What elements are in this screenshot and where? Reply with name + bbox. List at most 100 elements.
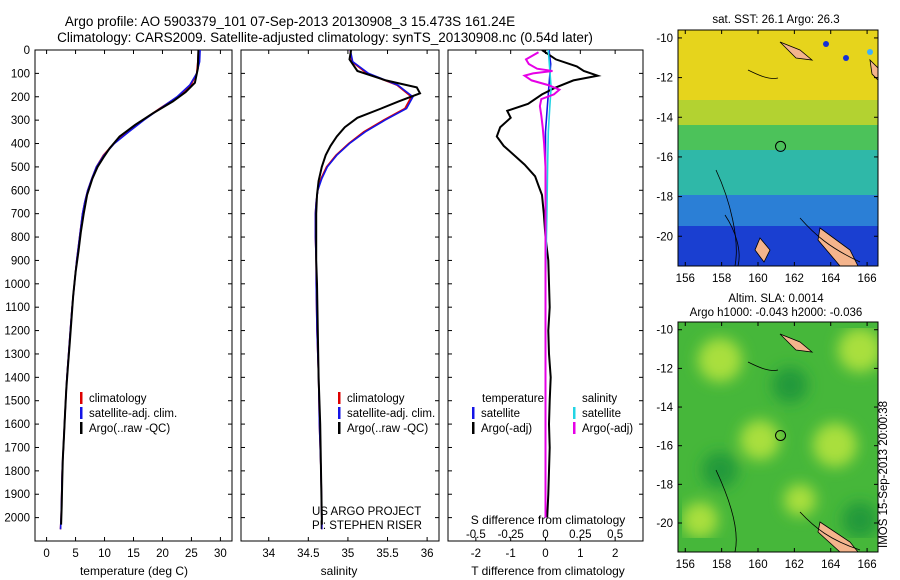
legend-label: satellite-adj. clim. bbox=[89, 408, 177, 420]
sst-pixel bbox=[867, 49, 873, 55]
temperature-axis-ticks: 0100200300400500600700800900100011001200… bbox=[4, 45, 232, 560]
map-y-tick-label: -18 bbox=[656, 192, 673, 204]
series-line-climatology bbox=[314, 50, 413, 530]
map-x-tick-label: 164 bbox=[821, 273, 841, 285]
depth-tick-label: 400 bbox=[11, 139, 30, 151]
map-x-tick-label: 162 bbox=[785, 273, 804, 285]
legend-label: Argo(-adj) bbox=[481, 423, 532, 435]
sla-map-ticks: 156 158 160 162 164 166 -10 -12 -14 -16 -18 -20 bbox=[656, 322, 878, 571]
legend-header-temperature: temperature bbox=[482, 393, 544, 405]
salinity-diff-tick-label: -0.25 bbox=[498, 529, 524, 541]
series-line-argo-adj bbox=[522, 51, 562, 518]
sla-high-blob bbox=[838, 328, 878, 372]
series-line-satellite-adj-clim bbox=[59, 50, 201, 530]
legend-swatch bbox=[472, 422, 475, 434]
map-x-tick-label: 166 bbox=[857, 559, 876, 571]
depth-tick-label: 1900 bbox=[4, 489, 30, 501]
depth-tick-label: 900 bbox=[11, 255, 30, 267]
depth-tick-label: 1000 bbox=[4, 279, 30, 291]
legend-swatch bbox=[573, 422, 576, 434]
depth-tick-label: 1400 bbox=[4, 372, 30, 384]
legend-swatch bbox=[573, 407, 576, 419]
legend-label: Argo(..raw -QC) bbox=[89, 423, 170, 435]
x-tick-label: 20 bbox=[156, 548, 169, 560]
sla-map-title: Altim. SLA: 0.0014 bbox=[728, 293, 824, 305]
map-x-tick-label: 160 bbox=[748, 559, 767, 571]
map-y-tick-label: -16 bbox=[656, 152, 673, 164]
sla-high-blob bbox=[784, 484, 816, 516]
bathymetry-contour bbox=[799, 511, 861, 551]
map-x-tick-label: 162 bbox=[785, 559, 804, 571]
depth-tick-label: 200 bbox=[11, 92, 30, 104]
sla-low-blob bbox=[702, 452, 738, 488]
sla-high-blob bbox=[813, 423, 857, 467]
legend-swatch bbox=[80, 392, 83, 404]
depth-tick-label: 1800 bbox=[4, 466, 30, 478]
legend-label: satellite bbox=[481, 408, 520, 420]
x-tick-label: 36 bbox=[421, 548, 434, 560]
sla-map-subtitle: Argo h1000: -0.043 h2000: -0.036 bbox=[690, 307, 863, 319]
salinity-diff-tick-label: 0.5 bbox=[607, 529, 623, 541]
x-tick-label: 25 bbox=[185, 548, 198, 560]
sst-warm-band bbox=[678, 30, 878, 110]
temperature-x-label: temperature (deg C) bbox=[80, 564, 188, 578]
salinity-lines bbox=[314, 50, 422, 530]
x-tick-label: 0 bbox=[43, 548, 49, 560]
legend-swatch bbox=[80, 407, 83, 419]
project-annotation: US ARGO PROJECT bbox=[312, 506, 421, 518]
legend-swatch bbox=[338, 422, 341, 434]
timestamp-stamp: IMOS 15-Sep-2013 20:00:38 bbox=[878, 400, 890, 548]
difference-axis-ticks: -2 -1 0 1 2 -0.5 -0.25 0 0.25 0.5 bbox=[448, 49, 643, 560]
legend-swatch bbox=[338, 407, 341, 419]
x-tick-label: 30 bbox=[214, 548, 227, 560]
x-tick-label: 0 bbox=[542, 548, 548, 560]
depth-tick-label: 2000 bbox=[4, 513, 30, 525]
salinity-plot-frame bbox=[240, 49, 440, 542]
map-y-tick-label: -14 bbox=[656, 112, 673, 124]
series-line-argo-raw-qc bbox=[315, 50, 422, 525]
map-x-tick-label: 156 bbox=[676, 273, 695, 285]
salinity-diff-tick-label: 0 bbox=[542, 529, 548, 541]
temperature-panel: 0100200300400500600700800900100011001200… bbox=[4, 45, 233, 578]
map-x-tick-label: 158 bbox=[712, 559, 731, 571]
x-tick-label: 35.5 bbox=[376, 548, 398, 560]
legend-swatch bbox=[338, 392, 341, 404]
x-tick-label: 10 bbox=[98, 548, 111, 560]
depth-tick-label: 1300 bbox=[4, 349, 30, 361]
sst-map-ticks: 156 158 160 162 164 166 -10 -12 -14 -16 -18 -20 bbox=[656, 30, 878, 285]
title-line-1: Argo profile: AO 5903379_101 07-Sep-2013… bbox=[65, 14, 515, 29]
legend-label: Argo(..raw -QC) bbox=[347, 423, 428, 435]
map-y-tick-label: -14 bbox=[656, 402, 673, 414]
difference-legend: temperature salinity satellite Argo(-adj) sa… bbox=[472, 393, 633, 435]
map-x-tick-label: 160 bbox=[748, 273, 767, 285]
title-line-2: Climatology: CARS2009. Satellite-adjuste… bbox=[57, 30, 593, 45]
x-tick-label: 2 bbox=[612, 548, 618, 560]
land-mass bbox=[779, 41, 814, 61]
depth-tick-label: 1600 bbox=[4, 419, 30, 431]
map-x-tick-label: 166 bbox=[857, 273, 876, 285]
map-y-tick-label: -20 bbox=[656, 231, 673, 243]
temperature-legend: climatology satellite-adj. clim. Argo(..ra… bbox=[80, 392, 177, 435]
sla-high-blob bbox=[698, 338, 742, 382]
x-tick-label: 15 bbox=[127, 548, 140, 560]
land-mass bbox=[869, 58, 878, 81]
land-mass bbox=[817, 521, 859, 552]
legend-label: Argo(-adj) bbox=[582, 423, 633, 435]
temperature-plot-frame bbox=[34, 49, 233, 542]
depth-tick-label: 500 bbox=[11, 162, 30, 174]
pi-annotation: PI: STEPHEN RISER bbox=[312, 520, 422, 532]
depth-tick-label: 800 bbox=[11, 232, 30, 244]
land-mass bbox=[754, 237, 771, 263]
map-y-tick-label: -10 bbox=[656, 325, 673, 337]
sst-cool-band bbox=[678, 150, 878, 200]
salinity-diff-tick-label: 0.25 bbox=[569, 529, 591, 541]
depth-tick-label: 700 bbox=[11, 209, 30, 221]
sst-cold-band bbox=[678, 195, 878, 230]
bathymetry-contour bbox=[724, 214, 740, 266]
sla-low-blob bbox=[772, 367, 808, 403]
sst-yellow-green-band bbox=[678, 100, 878, 125]
bathymetry-contour bbox=[799, 217, 861, 263]
sst-map-frame bbox=[677, 29, 879, 267]
legend-label: satellite bbox=[582, 408, 621, 420]
